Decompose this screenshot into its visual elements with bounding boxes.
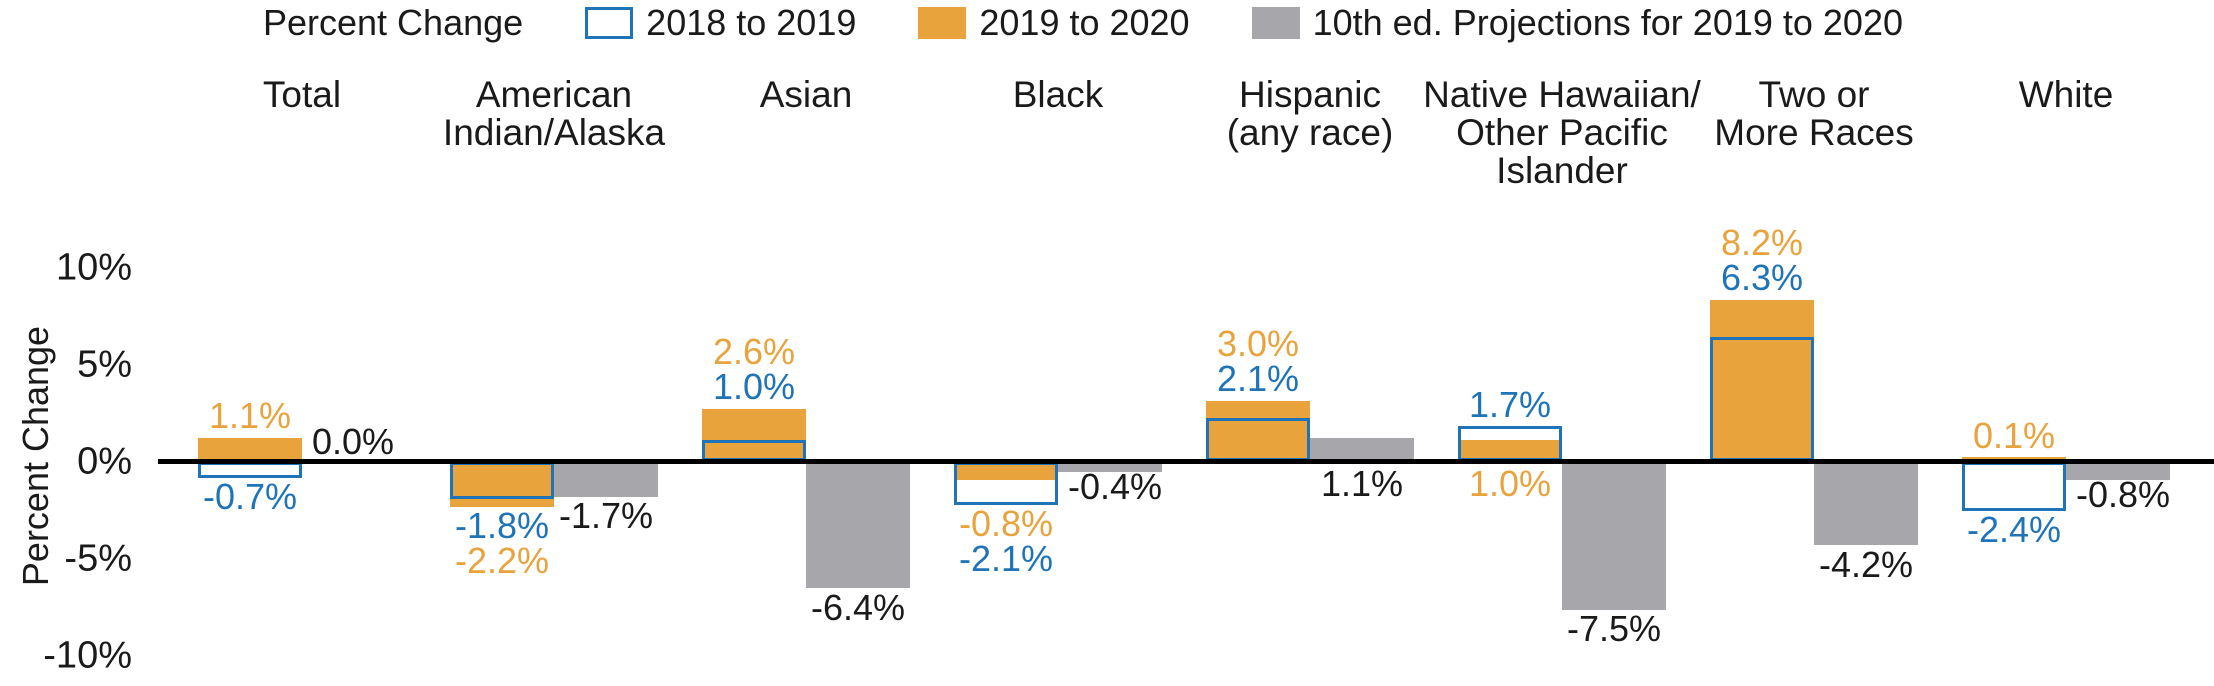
value-label-gray: 0.0% xyxy=(312,420,395,462)
y-axis-tick-label: 5% xyxy=(77,343,132,385)
value-label-blue: 1.7% xyxy=(1468,383,1552,425)
legend-swatch-2018-2019-outline xyxy=(585,7,634,39)
value-label-blue: 1.0% xyxy=(712,366,796,408)
bar-projection-2019-2020 xyxy=(554,461,658,497)
value-label-orange: 3.0% xyxy=(1216,323,1300,365)
bar-2019-2020 xyxy=(198,437,302,462)
bar-projection-2019-2020 xyxy=(2066,461,2170,480)
legend-item-2019-2020: 2019 to 2020 xyxy=(918,2,1190,44)
y-axis-tick-label: 10% xyxy=(55,246,132,288)
bar-2018-2019-outline xyxy=(450,461,554,499)
value-label-gray: -4.2% xyxy=(1818,543,1914,585)
bar-projection-2019-2020 xyxy=(1058,461,1162,472)
value-label-orange: 2.6% xyxy=(712,331,796,373)
bar-2019-2020 xyxy=(954,461,1058,480)
bar-2019-2020 xyxy=(1710,299,1814,462)
x-axis-line xyxy=(158,459,2214,464)
bar-2019-2020 xyxy=(1206,400,1310,462)
value-label-blue: 2.1% xyxy=(1216,358,1300,400)
value-label-gray: -6.4% xyxy=(810,586,906,628)
bar-projection-2019-2020 xyxy=(1814,461,1918,546)
bar-2019-2020 xyxy=(450,461,554,507)
bar-projection-2019-2020 xyxy=(1562,461,1666,610)
legend-swatch-2019-2020-orange xyxy=(918,7,967,39)
category-label: Two or More Races xyxy=(1714,74,1914,153)
value-label-orange: 8.2% xyxy=(1720,222,1804,264)
value-label-gray: 1.1% xyxy=(1320,462,1404,504)
bar-2018-2019-outline xyxy=(1206,418,1310,462)
legend-item-label: 2019 to 2020 xyxy=(979,2,1190,43)
bar-projection-2019-2020 xyxy=(806,461,910,589)
legend-item-label: 10th ed. Projections for 2019 to 2020 xyxy=(1312,2,1903,43)
category-label: Black xyxy=(1012,74,1104,115)
bar-2018-2019-outline xyxy=(1710,336,1814,462)
value-label-gray: -1.7% xyxy=(558,495,654,537)
y-axis-tick-label: -5% xyxy=(64,537,132,579)
value-label-orange: 1.1% xyxy=(208,395,292,437)
y-axis-tick-label: 0% xyxy=(77,440,132,482)
legend: Percent Change 2018 to 2019 2019 to 2020… xyxy=(0,2,2190,44)
legend-item-projections: 10th ed. Projections for 2019 to 2020 xyxy=(1251,2,1903,44)
bar-2019-2020 xyxy=(1458,439,1562,462)
value-label-gray: -0.8% xyxy=(2076,474,2171,516)
legend-item-2018-2019: 2018 to 2019 xyxy=(585,2,856,44)
value-label-blue: -0.7% xyxy=(202,476,298,518)
value-label-blue: 6.3% xyxy=(1720,257,1804,299)
value-label-blue: -2.1% xyxy=(958,538,1054,580)
category-label: Native Hawaiian/ Other Pacific Islander xyxy=(1423,74,1701,191)
category-label: Hispanic (any race) xyxy=(1226,74,1394,153)
bar-projection-2019-2020 xyxy=(1310,437,1414,462)
value-label-gray: -0.4% xyxy=(1068,466,1163,508)
bar-2019-2020 xyxy=(702,408,806,462)
value-label-blue: -2.4% xyxy=(1966,509,2062,551)
value-label-gray: -7.5% xyxy=(1566,608,1662,649)
value-label-blue: -1.8% xyxy=(454,505,550,547)
category-label: Total xyxy=(262,74,342,115)
legend-title: Percent Change xyxy=(262,2,524,43)
legend-item-label: 2018 to 2019 xyxy=(646,2,857,43)
bar-2018-2019-outline xyxy=(1458,426,1562,462)
value-label-orange: 0.1% xyxy=(1972,414,2056,456)
legend-swatch-projections-gray xyxy=(1251,7,1300,39)
bar-2018-2019-outline xyxy=(1962,461,2066,511)
category-label: American Indian/Alaska xyxy=(442,74,666,153)
category-label: White xyxy=(2018,74,2114,115)
category-label: Asian xyxy=(759,74,853,115)
value-label-orange: 1.0% xyxy=(1468,462,1552,504)
value-label-orange: -2.2% xyxy=(454,540,550,582)
bar-2018-2019-outline xyxy=(954,461,1058,505)
y-axis-tick-label: -10% xyxy=(43,634,132,676)
value-label-orange: -0.8% xyxy=(958,503,1054,545)
